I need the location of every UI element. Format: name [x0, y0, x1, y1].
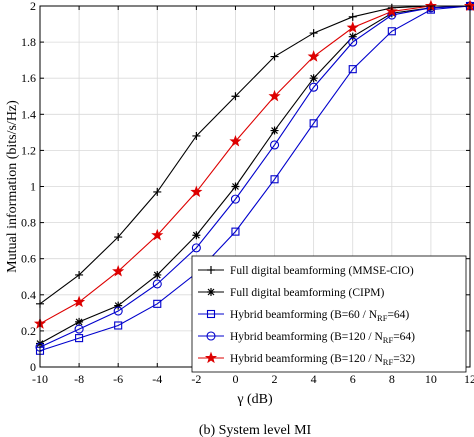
legend-label: Hybrid beamforming (B=120 / NRF=32)	[230, 353, 415, 367]
data-point	[190, 185, 203, 198]
data-point	[152, 279, 162, 289]
series-line	[39, 5, 470, 305]
data-point	[309, 119, 318, 128]
legend-entry: Full digital beamforming (CIPM)	[198, 287, 384, 299]
data-point	[348, 32, 357, 41]
data-point	[387, 27, 396, 36]
legend-label: Full digital beamforming (CIPM)	[230, 287, 384, 299]
data-point	[268, 89, 281, 102]
data-point	[270, 175, 279, 184]
data-point	[346, 21, 359, 33]
data-point	[270, 52, 279, 61]
data-point	[348, 12, 357, 21]
series-line	[39, 5, 470, 325]
data-point	[269, 140, 280, 150]
data-point	[75, 334, 84, 343]
legend-label: Hybrid beamforming (B=60 / NRF=64)	[230, 309, 409, 323]
data-point	[231, 92, 240, 101]
legend-marker	[206, 331, 216, 341]
data-point	[114, 301, 123, 310]
data-point	[74, 324, 84, 334]
data-point	[112, 264, 125, 277]
data-point	[230, 194, 241, 204]
data-point	[309, 82, 319, 92]
x-tick-label: 10	[425, 372, 437, 386]
x-tick-label: -6	[113, 372, 123, 386]
legend-marker	[206, 309, 216, 319]
data-point	[153, 270, 162, 279]
x-tick-label: 4	[311, 372, 317, 386]
x-tick-label: 12	[464, 372, 474, 386]
y-tick-label: 0	[30, 360, 36, 374]
data-point	[114, 233, 123, 242]
data-point	[231, 227, 240, 236]
series-line	[39, 5, 471, 352]
data-point	[153, 299, 162, 308]
x-tick-label: -10	[32, 372, 48, 386]
figure-caption: (b) System level MI	[199, 423, 312, 437]
series-line	[39, 5, 471, 348]
y-tick-label: 1.8	[21, 35, 36, 49]
series-layer	[33, 0, 474, 355]
data-point	[113, 306, 123, 316]
data-point	[229, 135, 242, 147]
data-point	[348, 65, 357, 74]
data-point	[114, 321, 123, 330]
y-tick-label: 0.4	[21, 288, 36, 302]
data-point	[192, 131, 201, 140]
y-tick-label: 1.6	[21, 71, 36, 85]
x-tick-label: -8	[74, 372, 84, 386]
y-tick-label: 1.2	[21, 143, 36, 157]
x-tick-label: 8	[389, 372, 395, 386]
data-point	[385, 5, 398, 17]
data-point	[270, 126, 279, 135]
legend-label: Full digital beamforming (MMSE-CIO)	[230, 265, 414, 277]
data-point	[192, 231, 201, 240]
legend-marker	[204, 351, 218, 364]
x-tick-label: -4	[152, 372, 162, 386]
y-tick-label: 2	[30, 0, 36, 13]
legend-entry: Hybrid beamforming (B=120 / NRF=32)	[198, 351, 415, 367]
data-point	[309, 74, 318, 83]
data-point	[309, 29, 318, 38]
legend-box	[191, 255, 467, 373]
y-tick-label: 1	[30, 180, 36, 194]
data-point	[191, 243, 201, 253]
y-tick-label: 0.8	[21, 216, 36, 230]
legend-entry: Hybrid beamforming (B=120 / NRF=64)	[198, 331, 415, 345]
series-line	[39, 5, 471, 345]
x-tick-label: -2	[191, 372, 201, 386]
x-tick-label: 2	[272, 372, 278, 386]
data-point	[153, 187, 162, 196]
x-tick-label: 6	[350, 372, 356, 386]
series-5	[33, 0, 474, 329]
data-point	[151, 228, 164, 241]
x-axis-label: γ (dB)	[236, 392, 273, 407]
x-tick-label: 0	[232, 372, 238, 386]
legend-entry: Full digital beamforming (MMSE-CIO)	[198, 265, 414, 277]
y-tick-label: 1.4	[21, 107, 36, 121]
legend-marker	[207, 266, 215, 274]
data-point	[231, 182, 240, 191]
y-axis-label: Mutual information (bits/s/Hz)	[5, 100, 20, 273]
data-point	[348, 37, 358, 47]
data-point	[73, 295, 86, 308]
data-point	[75, 270, 84, 279]
legend-entry: Hybrid beamforming (B=60 / NRF=64)	[198, 309, 409, 323]
legend-marker	[207, 288, 215, 296]
data-point	[307, 50, 320, 62]
y-tick-label: 0.6	[21, 252, 36, 266]
y-tick-label: 0.2	[21, 324, 36, 338]
data-point	[75, 317, 84, 326]
legend-label: Hybrid beamforming (B=120 / NRF=64)	[230, 331, 415, 345]
legend: Full digital beamforming (MMSE-CIO) Full …	[191, 255, 467, 373]
